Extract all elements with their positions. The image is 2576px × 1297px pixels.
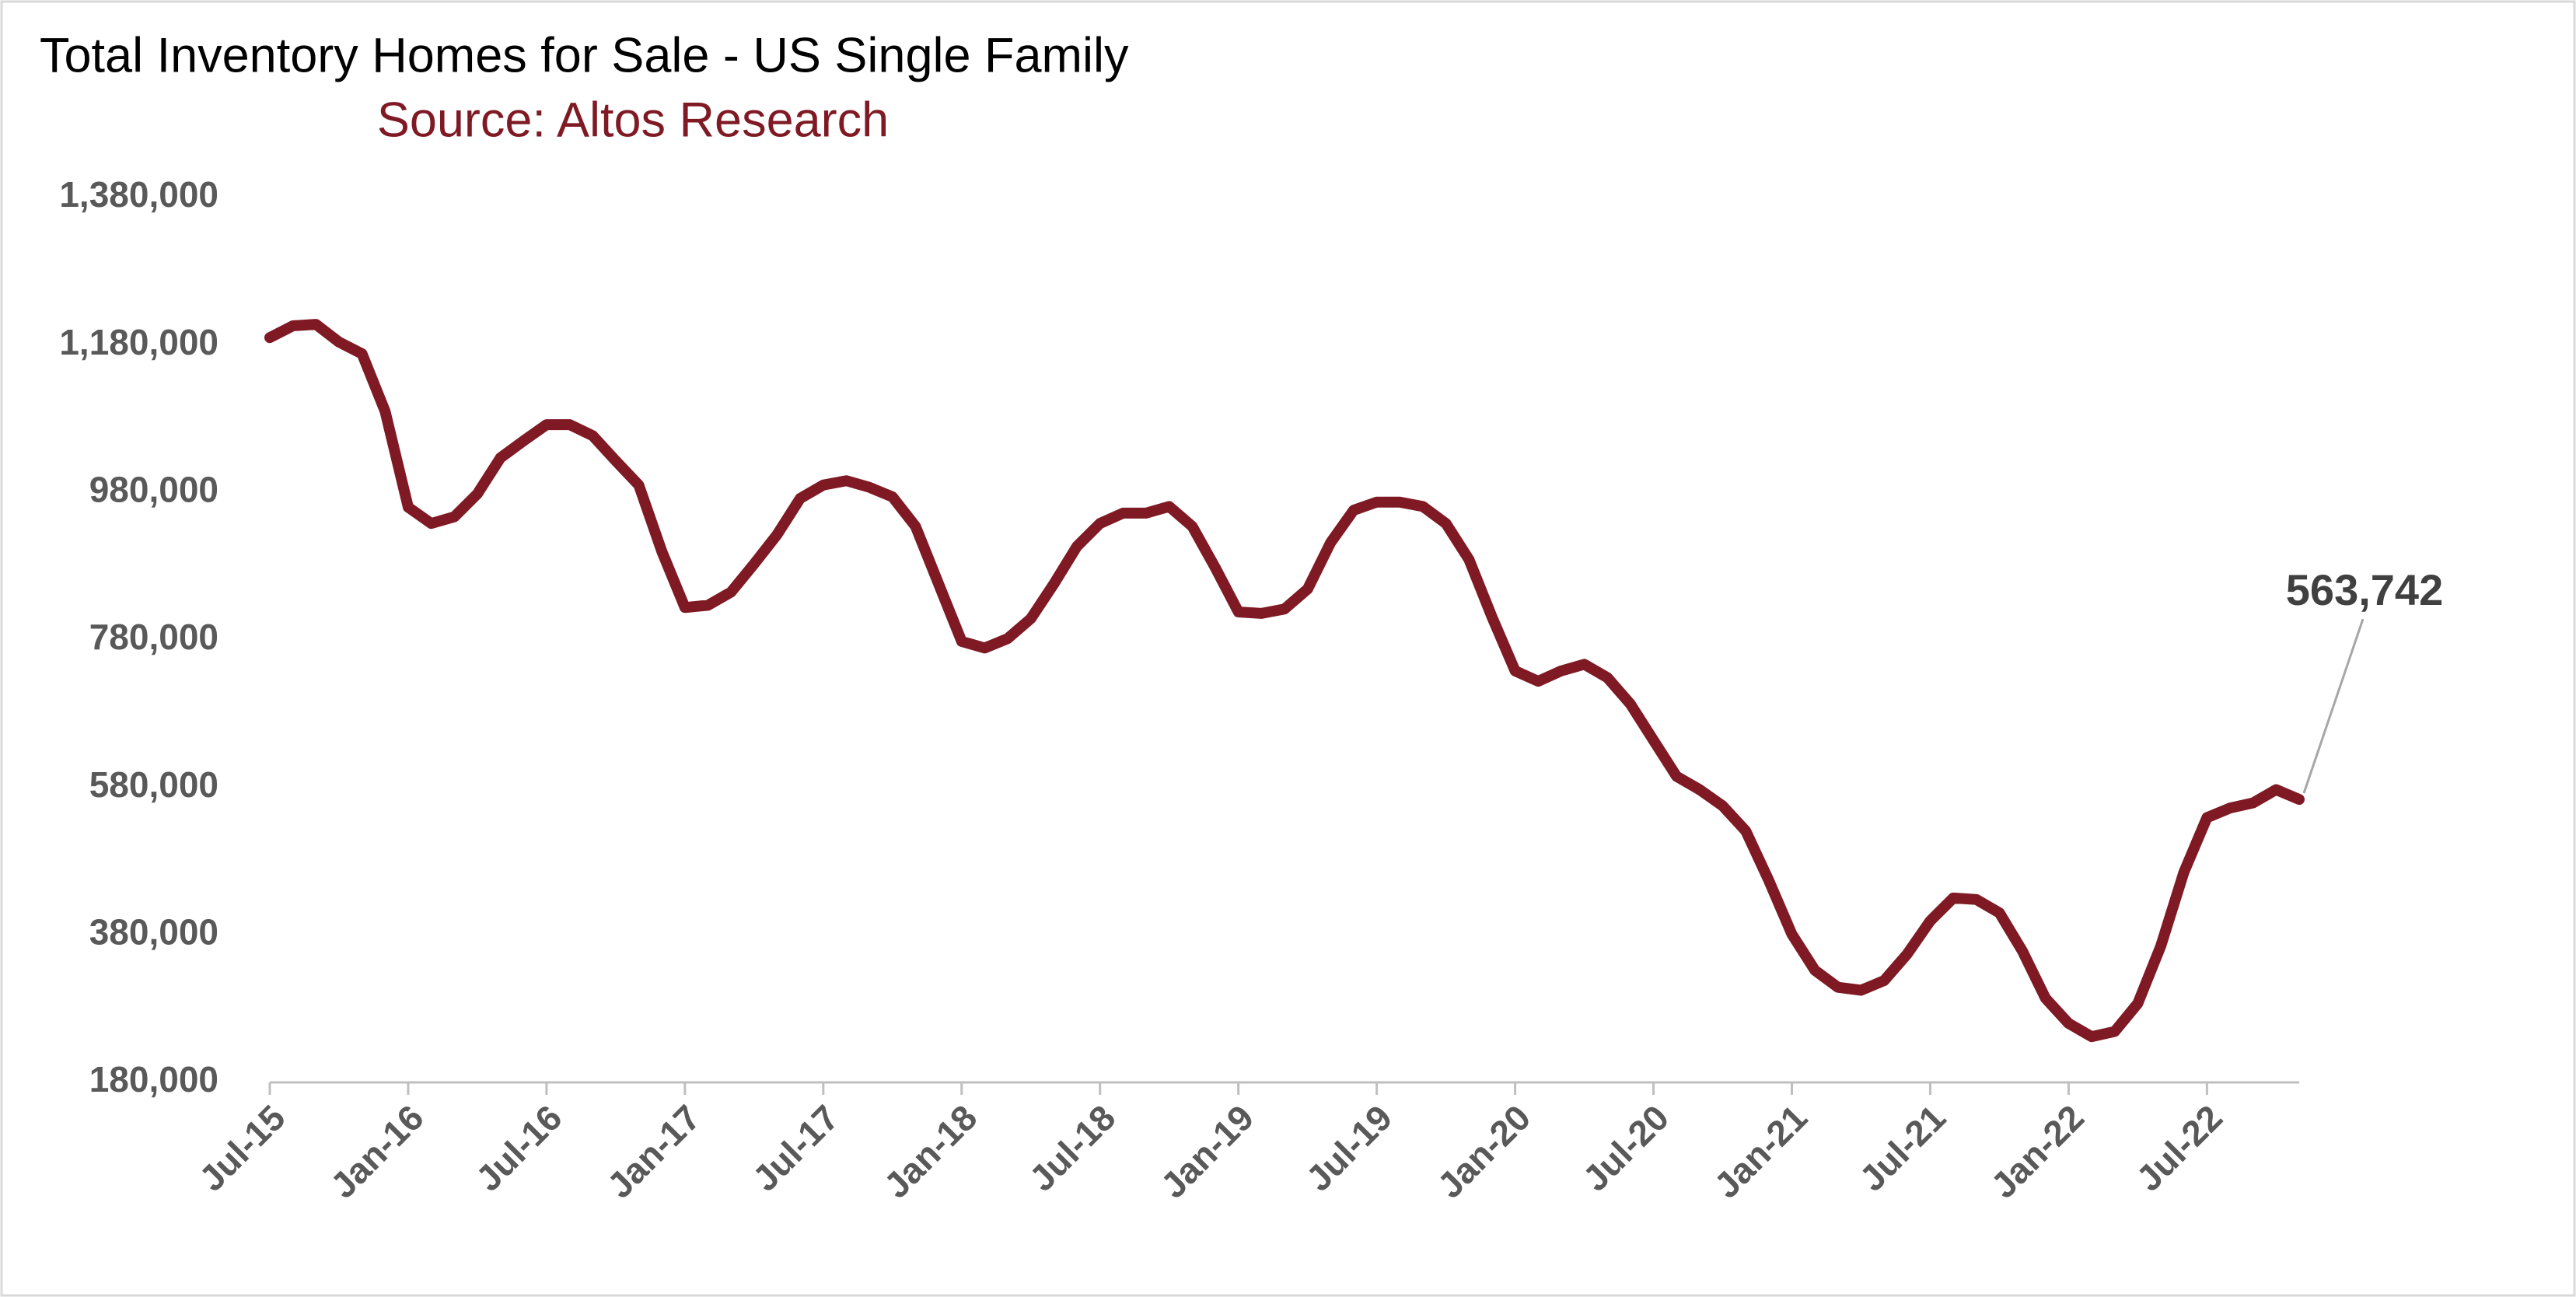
label-leader [2302, 618, 2365, 794]
y-tick-label: 780,000 [89, 617, 218, 657]
y-tick-label: 380,000 [89, 911, 218, 952]
data-label: 563,742 [2286, 565, 2443, 614]
y-tick-label: 580,000 [89, 764, 218, 805]
data-line [264, 319, 2305, 1043]
chart-subtitle: Source: Altos Research [377, 93, 889, 148]
y-tick-label: 980,000 [89, 469, 218, 509]
y-tick-label: 1,180,000 [59, 322, 218, 362]
y-tick-label: 1,380,000 [59, 174, 218, 215]
chart-title: Total Inventory Homes for Sale - US Sing… [40, 29, 1129, 83]
y-tick-label: 180,000 [89, 1059, 218, 1099]
